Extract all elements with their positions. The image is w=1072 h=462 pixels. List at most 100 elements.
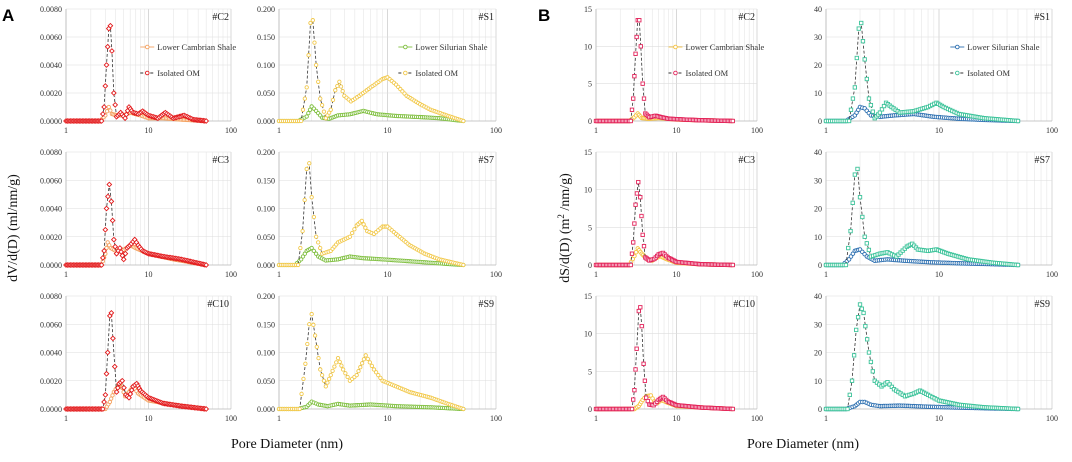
y-tick-label: 0.150 <box>257 33 275 42</box>
y-tick-label: 0.0060 <box>40 320 62 329</box>
legend-label: Lower Silurian Shale <box>967 42 1039 52</box>
data-point <box>121 384 127 391</box>
data-point <box>860 214 865 220</box>
x-tick-label: 100 <box>225 414 237 423</box>
data-point <box>203 262 210 268</box>
data-point <box>848 228 853 234</box>
data-point <box>363 353 368 358</box>
x-tick-label: 100 <box>490 270 502 279</box>
data-point <box>302 197 307 203</box>
data-point <box>864 241 869 246</box>
data-point <box>312 40 317 45</box>
y-tick-label: 0.0080 <box>40 148 62 157</box>
data-point <box>309 245 314 251</box>
data-point <box>119 377 126 384</box>
data-point <box>300 228 305 234</box>
data-point <box>1015 406 1021 412</box>
data-point <box>321 378 327 383</box>
y-tick-label: 0.0040 <box>40 61 62 70</box>
x-tick-label: 10 <box>145 126 153 135</box>
sample-tag: #S7 <box>478 155 494 166</box>
subplot-a-s1: 0.000 0.050 0.100 0.150 0.200 1 10 100 #S1 Lower … <box>257 5 502 135</box>
sample-tag: #S9 <box>1034 299 1050 310</box>
legend-label: Isolated OM <box>415 68 458 78</box>
sample-tag: #S1 <box>1034 12 1050 23</box>
data-point <box>122 250 129 257</box>
y-tick-label: 15 <box>584 292 592 301</box>
x-tick-label: 10 <box>384 414 392 423</box>
data-point <box>847 392 852 398</box>
data-point <box>628 118 633 124</box>
y-tick-label: 0 <box>588 405 592 414</box>
data-point <box>318 96 323 101</box>
sample-tag: #C10 <box>733 299 755 310</box>
data-point <box>864 76 869 82</box>
x-tick-label: 10 <box>673 414 681 423</box>
subplot-b-s7: 0 10 20 30 40 1 10 100 #S7 <box>814 148 1058 279</box>
data-point <box>319 372 325 378</box>
y-tick-label: 0.0060 <box>40 176 62 185</box>
subplot-a-s9: 0.000 0.050 0.100 0.150 0.200 1 10 100 #S9 <box>257 292 502 423</box>
data-point <box>866 247 872 253</box>
data-point <box>859 20 864 26</box>
x-tick-label: 1 <box>594 126 598 135</box>
data-point <box>303 361 308 366</box>
y-tick-label: 0.100 <box>257 205 275 214</box>
y-tick-label: 10 <box>584 42 592 51</box>
data-point <box>852 172 857 177</box>
data-point <box>298 257 304 262</box>
data-point <box>629 406 635 412</box>
x-tick-label: 10 <box>673 270 681 279</box>
data-point <box>301 376 306 382</box>
data-point <box>314 62 319 68</box>
data-point <box>318 367 323 372</box>
data-point <box>369 363 375 369</box>
data-point <box>302 96 307 101</box>
y-tick-label: 0.200 <box>257 148 275 157</box>
data-point <box>730 406 735 412</box>
y-tick-label: 0.050 <box>257 377 275 386</box>
data-point <box>109 217 116 224</box>
legend-marker <box>403 70 408 76</box>
data-point <box>325 380 330 385</box>
data-point <box>845 406 850 412</box>
data-point <box>870 109 875 114</box>
data-point <box>108 198 115 205</box>
x-tick-label: 10 <box>935 126 943 135</box>
data-point <box>857 195 863 200</box>
x-tick-label: 100 <box>751 126 763 135</box>
data-point <box>349 230 355 236</box>
data-point <box>340 367 346 372</box>
y-tick-label: 0 <box>818 117 822 126</box>
data-point <box>105 193 111 200</box>
y-tick-label: 15 <box>584 5 592 14</box>
x-tick-label: 1 <box>64 126 68 135</box>
y-tick-label: 0.000 <box>257 261 275 270</box>
data-point <box>361 222 366 227</box>
data-point <box>358 365 363 370</box>
data-point <box>636 179 641 185</box>
data-point <box>101 248 108 254</box>
x-tick-label: 1 <box>277 126 281 135</box>
y-tick-label: 0.0020 <box>40 377 62 386</box>
legend-label: Isolated OM <box>685 68 728 78</box>
data-point <box>112 243 119 250</box>
x-tick-label: 100 <box>1046 126 1058 135</box>
data-point <box>846 245 851 251</box>
x-tick-label: 10 <box>935 414 943 423</box>
subplot-b-c10: 0 5 10 15 1 10 100 #C10 <box>584 292 763 423</box>
panel-label-a: A <box>2 6 14 25</box>
data-point <box>730 262 735 268</box>
data-point <box>316 355 321 361</box>
data-point <box>640 232 645 238</box>
data-point <box>642 378 648 383</box>
subplot-b-c3: 0 5 10 15 1 10 100 #C3 <box>584 148 763 279</box>
data-point <box>330 368 335 374</box>
y-label-b-superscript: 2 <box>556 214 566 219</box>
y-tick-label: 0.100 <box>257 349 275 358</box>
y-tick-label: 10 <box>814 89 822 98</box>
data-point <box>306 53 311 58</box>
x-tick-label: 10 <box>673 126 681 135</box>
data-point <box>99 111 106 117</box>
